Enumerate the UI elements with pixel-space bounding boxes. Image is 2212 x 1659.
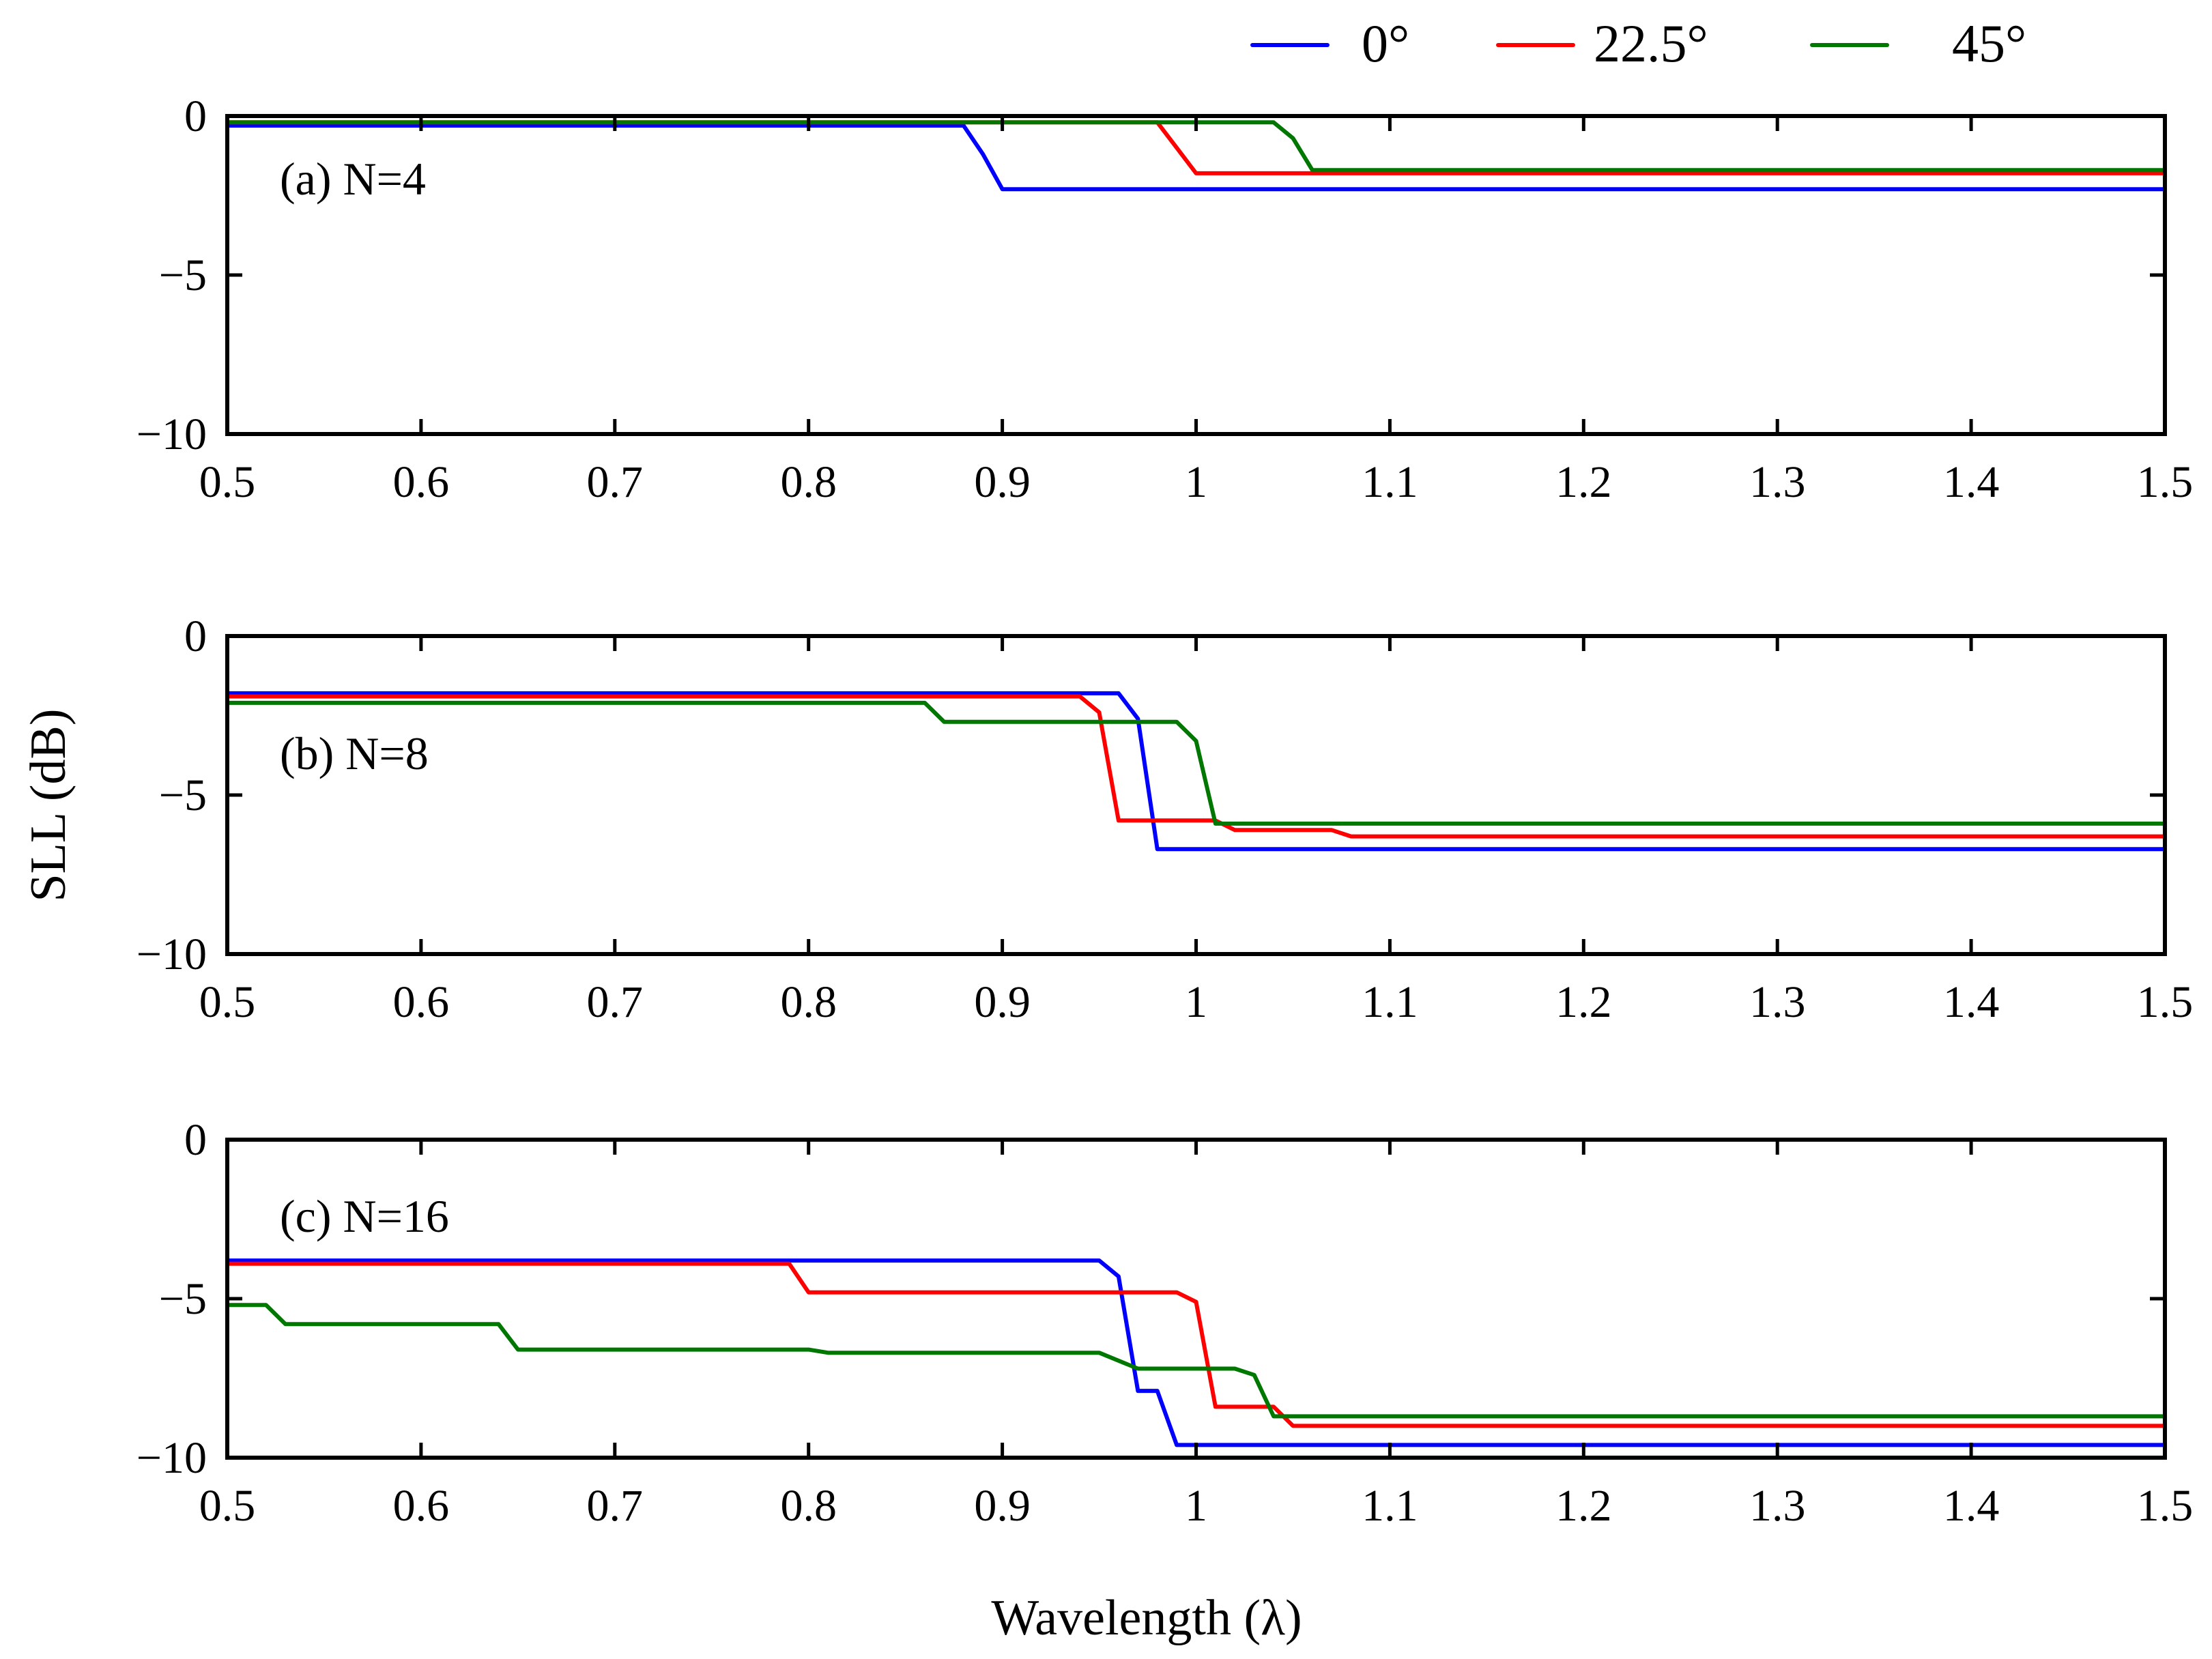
x-tick-label-b-2: 0.7 [587, 977, 644, 1027]
legend: 0° 22.5° 45° [1250, 14, 2026, 73]
x-tick-label-a-1: 0.6 [393, 457, 450, 507]
series-line-b-1 [227, 694, 2165, 839]
panel-label-c: (c) N=16 [280, 1190, 449, 1242]
y-tick-label-c-0: 0 [184, 1115, 207, 1165]
y-tick-label-c-1: −5 [159, 1274, 207, 1324]
series-group-b [227, 691, 2165, 852]
x-axis-title: Wavelength (λ) [991, 1590, 1302, 1646]
x-tick-label-b-10: 1.5 [2137, 977, 2194, 1027]
x-tick-label-b-6: 1.1 [1362, 977, 1418, 1027]
x-tick-label-c-8: 1.3 [1749, 1481, 1806, 1531]
x-tick-label-c-1: 0.6 [393, 1481, 450, 1531]
x-tick-label-a-10: 1.5 [2137, 457, 2194, 507]
x-tick-label-b-7: 1.2 [1555, 977, 1612, 1027]
y-tick-label-a-2: −10 [137, 409, 207, 459]
x-tick-label-a-2: 0.7 [587, 457, 644, 507]
axes-frame-b [225, 634, 2167, 956]
x-tick-label-c-3: 0.8 [780, 1481, 837, 1531]
x-tick-label-c-9: 1.4 [1943, 1481, 2000, 1531]
y-tick-label-b-2: −10 [137, 929, 207, 979]
x-tick-label-c-6: 1.1 [1362, 1481, 1418, 1531]
x-tick-label-c-7: 1.2 [1555, 1481, 1612, 1531]
series-line-a-0 [227, 124, 2165, 192]
x-tick-label-b-4: 0.9 [974, 977, 1031, 1027]
panel-label-b: (b) N=8 [280, 727, 429, 779]
series-line-b-2 [227, 700, 2165, 826]
x-tick-label-b-8: 1.3 [1749, 977, 1806, 1027]
x-tick-label-c-0: 0.5 [199, 1481, 256, 1531]
legend-entry-0: 0° [1250, 14, 1409, 73]
axes-frame-a [225, 114, 2167, 436]
x-tick-label-a-6: 1.1 [1362, 457, 1418, 507]
y-tick-label-b-0: 0 [184, 611, 207, 661]
legend-label-0deg: 0° [1362, 14, 1409, 73]
y-tick-label-a-0: 0 [184, 91, 207, 141]
x-tick-label-c-10: 1.5 [2137, 1481, 2194, 1531]
series-group-a [227, 120, 2165, 192]
panel-a: 0.5 0.6 0.7 0.8 0.9 1 1.1 1.2 1.3 1.4 1.5 0 −5 −10 (a)… [137, 91, 2193, 507]
y-axis-title: SLL (dB) [20, 709, 76, 902]
x-tick-label-b-3: 0.8 [780, 977, 837, 1027]
series-line-b-0 [227, 691, 2165, 852]
x-tick-label-a-5: 1 [1185, 457, 1207, 507]
x-tick-label-b-1: 0.6 [393, 977, 450, 1027]
x-tick-label-a-9: 1.4 [1943, 457, 2000, 507]
x-tick-label-b-0: 0.5 [199, 977, 256, 1027]
series-group-c [227, 1258, 2165, 1447]
x-tick-label-b-9: 1.4 [1943, 977, 2000, 1027]
panel-label-a: (a) N=4 [280, 153, 426, 205]
x-tick-label-a-4: 0.9 [974, 457, 1031, 507]
x-tick-label-a-7: 1.2 [1555, 457, 1612, 507]
legend-label-22-5deg: 22.5° [1594, 14, 1708, 73]
x-tick-label-a-0: 0.5 [199, 457, 256, 507]
legend-label-45deg: 45° [1952, 14, 2026, 73]
series-line-c-0 [227, 1258, 2165, 1447]
series-line-a-2 [227, 120, 2165, 173]
x-tick-label-a-3: 0.8 [780, 457, 837, 507]
series-line-c-1 [227, 1261, 2165, 1428]
y-tick-label-c-2: −10 [137, 1433, 207, 1483]
panel-c: 0.5 0.6 0.7 0.8 0.9 1 1.1 1.2 1.3 1.4 1.5 0 −5 −10 (c)… [137, 1115, 2193, 1531]
panel-b: 0.5 0.6 0.7 0.8 0.9 1 1.1 1.2 1.3 1.4 1.5 0 −5 −10 (b)… [137, 611, 2193, 1027]
x-tick-label-c-5: 1 [1185, 1481, 1207, 1531]
axes-frame-c [225, 1138, 2167, 1460]
x-tick-label-c-2: 0.7 [587, 1481, 644, 1531]
x-tick-label-b-5: 1 [1185, 977, 1207, 1027]
y-tick-label-a-1: −5 [159, 250, 207, 300]
x-tick-label-a-8: 1.3 [1749, 457, 1806, 507]
y-tick-label-b-1: −5 [159, 770, 207, 820]
series-line-c-2 [227, 1303, 2165, 1419]
x-tick-label-c-4: 0.9 [974, 1481, 1031, 1531]
legend-entry-1: 22.5° [1496, 14, 1708, 73]
legend-entry-2: 45° [1810, 14, 2026, 73]
